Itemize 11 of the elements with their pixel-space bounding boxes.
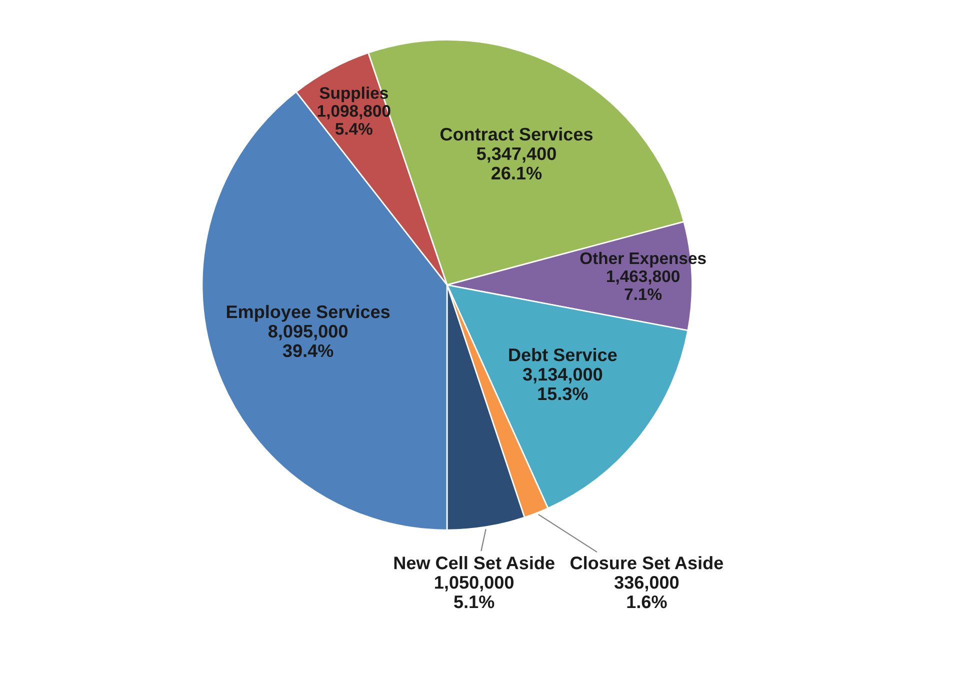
data-label: 5,347,400 26.1%	[476, 147, 556, 180]
slice-label: New Cell Set Aside	[394, 556, 554, 570]
data-label: 1,050,000 5.1%	[435, 576, 514, 608]
slice-label: Closure Set Aside	[570, 556, 724, 570]
slice-label: Debt Service	[509, 348, 617, 362]
data-label: 336,000 1.6%	[614, 576, 679, 608]
data-label: 3,134,000 15.3%	[522, 368, 602, 400]
slice-label: Employee Services	[226, 304, 390, 322]
data-label: 8,095,000 39.4%	[268, 324, 348, 358]
slice-label: Contract Services	[440, 127, 593, 141]
data-label: 1,463,800 7.1%	[607, 270, 680, 300]
